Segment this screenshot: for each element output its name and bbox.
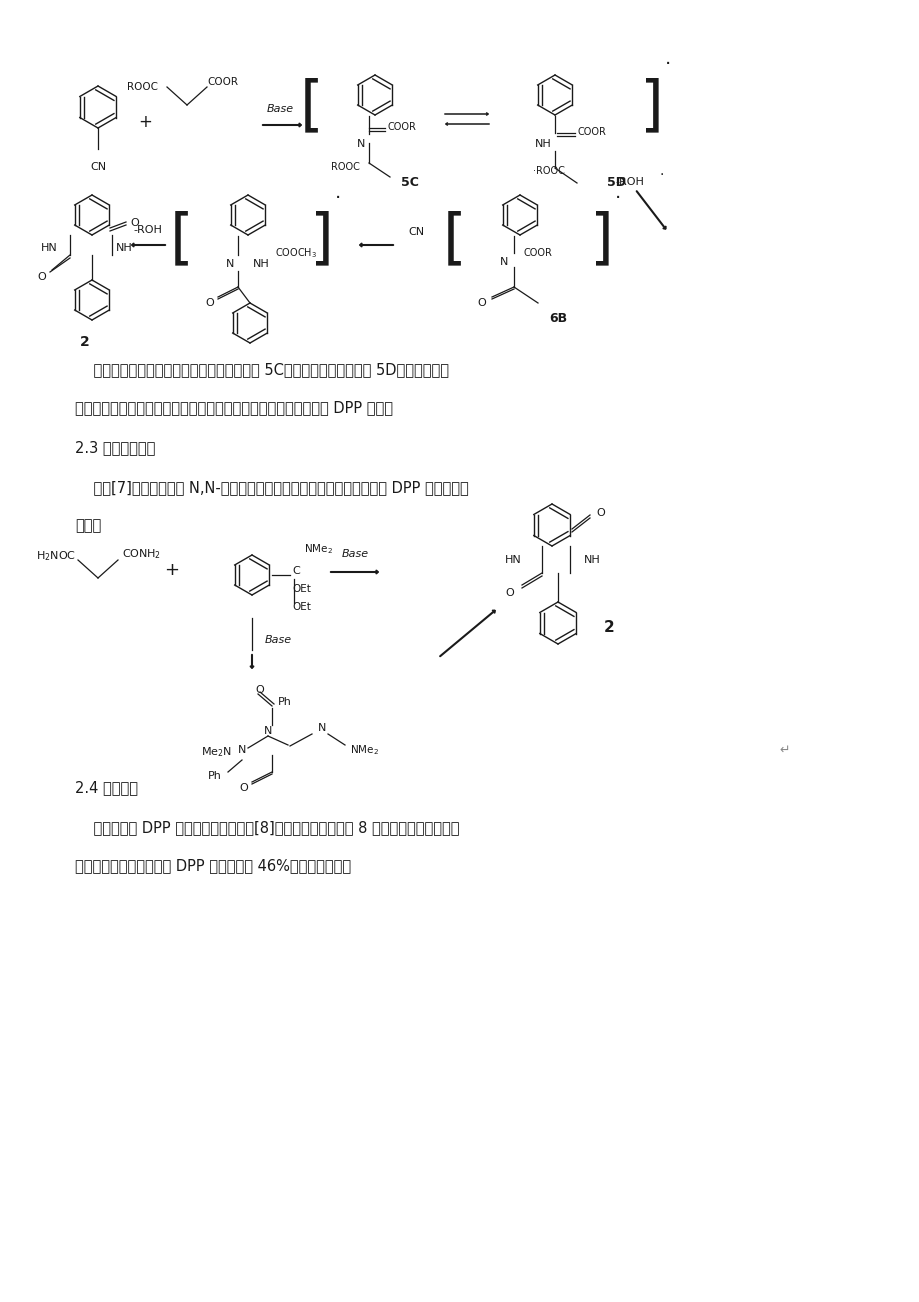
Text: ]: ] xyxy=(589,211,613,270)
Text: 5C: 5C xyxy=(401,177,418,190)
Text: COOR: COOR xyxy=(576,128,606,137)
Text: COOR: COOR xyxy=(207,77,238,87)
Text: OEt: OEt xyxy=(291,602,311,612)
Text: -ROH: -ROH xyxy=(133,225,163,234)
Text: 有人[7]用丁二酰胺与 N,N-二甲基苯甲酰胺与乙醛的缩合物也合成出了 DPP 分子，反应: 有人[7]用丁二酰胺与 N,N-二甲基苯甲酰胺与乙醛的缩合物也合成出了 DPP … xyxy=(75,480,469,495)
Text: NH: NH xyxy=(116,243,132,253)
Text: 2: 2 xyxy=(80,335,90,349)
Text: O: O xyxy=(596,508,604,518)
Text: Base: Base xyxy=(265,635,292,644)
Text: +: + xyxy=(138,113,152,132)
Text: 2: 2 xyxy=(604,620,614,634)
Text: O: O xyxy=(38,272,46,283)
Text: NH: NH xyxy=(535,139,551,148)
Text: 6B: 6B xyxy=(549,311,566,324)
Text: Ph: Ph xyxy=(278,697,291,707)
Text: Base: Base xyxy=(267,104,293,115)
Text: Base: Base xyxy=(341,549,369,559)
Text: Ph: Ph xyxy=(208,771,221,781)
Text: O: O xyxy=(255,685,264,695)
Text: 环生成内酰胺，后者在碱性介质中再与另一个分子的苯腈缩合生成 DPP 分子。: 环生成内酰胺，后者在碱性介质中再与另一个分子的苯腈缩合生成 DPP 分子。 xyxy=(75,400,392,415)
Text: +: + xyxy=(165,561,179,579)
Text: CONH$_2$: CONH$_2$ xyxy=(122,547,161,561)
Text: N: N xyxy=(264,727,272,736)
Text: ]: ] xyxy=(640,78,664,137)
Text: O: O xyxy=(239,783,248,793)
Text: HN: HN xyxy=(505,555,521,565)
Text: H$_2$NOC: H$_2$NOC xyxy=(36,549,76,562)
Text: ]: ] xyxy=(310,211,334,270)
Text: 5D: 5D xyxy=(607,177,626,190)
Text: ROOC: ROOC xyxy=(331,161,359,172)
Text: [: [ xyxy=(300,78,323,137)
Text: [: [ xyxy=(170,211,194,270)
Text: ·: · xyxy=(614,189,620,207)
Text: N: N xyxy=(318,723,326,733)
Text: CN: CN xyxy=(90,161,106,172)
Text: NMe$_2$: NMe$_2$ xyxy=(349,743,379,756)
Text: N: N xyxy=(499,256,507,267)
Text: COOR: COOR xyxy=(387,122,415,132)
Text: NH: NH xyxy=(253,259,269,270)
Text: OEt: OEt xyxy=(291,585,311,594)
Text: O: O xyxy=(505,589,514,598)
Text: 亚胺的存在下缩合也生成 DPP 分子，产率 46%，反应式如下：: 亚胺的存在下缩合也生成 DPP 分子，产率 46%，反应式如下： xyxy=(75,858,351,874)
Text: C: C xyxy=(291,566,300,575)
Text: COOCH$_3$: COOCH$_3$ xyxy=(275,246,317,260)
Text: NMe$_2$: NMe$_2$ xyxy=(303,542,333,556)
Text: ·: · xyxy=(659,168,664,182)
Text: COOR: COOR xyxy=(524,247,552,258)
Text: -ROH: -ROH xyxy=(614,177,643,187)
Text: N: N xyxy=(225,259,234,270)
Text: ↵: ↵ xyxy=(779,743,789,756)
Text: O: O xyxy=(477,298,486,309)
Text: N: N xyxy=(237,745,245,755)
Text: 2.3 丁二酰胺路线: 2.3 丁二酰胺路线 xyxy=(75,440,155,454)
Text: 丁二酸酯与苯腈在强碱的存在下缩合先生成 5C（它有一个互变异构体 5D），脱醇后闭: 丁二酸酯与苯腈在强碱的存在下缩合先生成 5C（它有一个互变异构体 5D），脱醇后… xyxy=(75,362,448,378)
Text: 如下：: 如下： xyxy=(75,518,101,533)
Text: N: N xyxy=(357,139,365,148)
Text: CN: CN xyxy=(407,227,424,237)
Text: NH: NH xyxy=(584,555,600,565)
Text: 2.4 其他路线: 2.4 其他路线 xyxy=(75,780,138,796)
Text: ·: · xyxy=(335,189,341,207)
Text: 在研究合成 DPP 分子的工作中，有人[8]发现呋喃并呋喃二酮 8 与苯胺在二环己基碳酰: 在研究合成 DPP 分子的工作中，有人[8]发现呋喃并呋喃二酮 8 与苯胺在二环… xyxy=(75,820,459,835)
Text: ·: · xyxy=(664,56,670,74)
Text: HN: HN xyxy=(41,243,58,253)
Text: O: O xyxy=(130,217,139,228)
Text: ROOC: ROOC xyxy=(127,82,158,92)
Text: Me$_2$N: Me$_2$N xyxy=(200,745,232,759)
Text: ·ROOC: ·ROOC xyxy=(532,165,564,176)
Text: O: O xyxy=(206,298,214,309)
Text: [: [ xyxy=(443,211,467,270)
